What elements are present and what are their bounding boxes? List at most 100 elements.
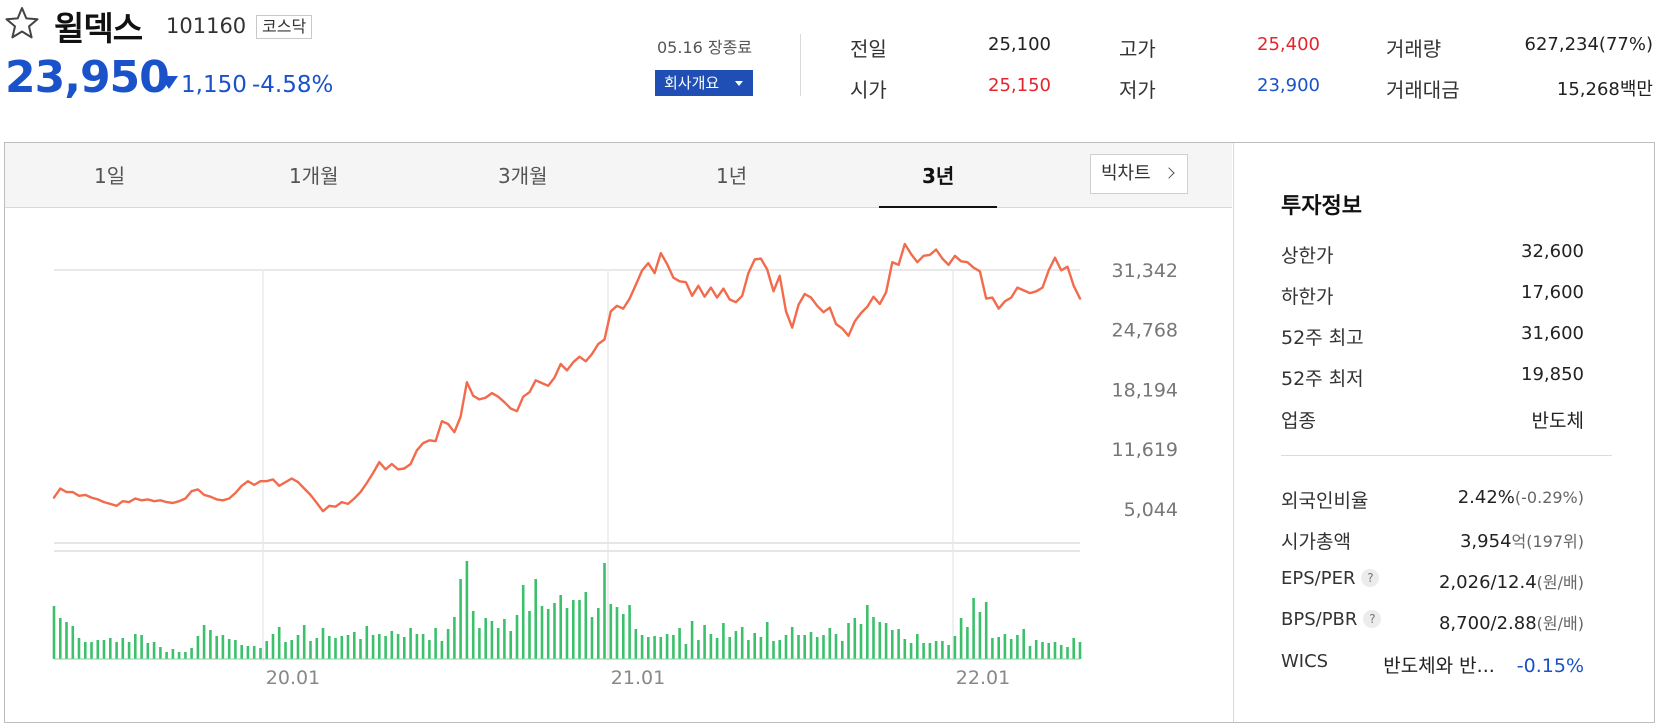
volume-bar — [966, 627, 969, 659]
price-change: 1,150 — [181, 72, 247, 98]
volume-bar — [822, 635, 825, 659]
volume-bar — [134, 634, 137, 659]
company-overview-button[interactable]: 회사개요 — [655, 70, 753, 96]
volume-bar — [346, 635, 350, 659]
volume-bar — [772, 641, 775, 659]
volume-bar — [609, 604, 613, 659]
volume-bar — [784, 635, 788, 659]
volume-bar — [659, 637, 663, 659]
tab-1d[interactable]: 1일 — [94, 164, 126, 188]
volume-bar — [947, 645, 950, 659]
volume-bar — [540, 606, 544, 659]
volume-bar — [828, 628, 832, 659]
volume-bar — [734, 631, 738, 659]
market-cap-label: 시가총액 — [1281, 531, 1351, 553]
volume-bar — [759, 637, 763, 659]
market-cap: 3,954 — [1459, 531, 1512, 552]
volume-bar — [546, 609, 550, 659]
volume-bar — [1053, 642, 1057, 659]
big-chart-button[interactable]: 빅차트 — [1090, 154, 1188, 194]
tab-1y[interactable]: 1년 — [716, 164, 748, 188]
volume-bar — [953, 636, 957, 659]
low52-label: 52주 최저 — [1281, 368, 1364, 390]
favorite-star-icon[interactable] — [4, 5, 40, 41]
volume-bar — [415, 634, 419, 659]
volume-bar — [390, 631, 394, 659]
prev-close-label: 전일 — [850, 37, 887, 61]
volume-bar — [922, 643, 925, 659]
volume-bar — [409, 628, 412, 659]
volume-bar — [603, 563, 606, 659]
volume-bar — [672, 635, 675, 659]
volume-bar — [703, 625, 706, 659]
volume-bar — [140, 635, 143, 659]
volume-bar — [90, 642, 93, 659]
volume-bar — [334, 638, 337, 659]
volume-bar — [615, 607, 619, 659]
volume-bar — [903, 639, 907, 659]
volume-bar — [202, 625, 206, 659]
volume-bar — [841, 641, 844, 659]
high52-value: 31,600 — [1521, 323, 1584, 344]
low-value: 23,900 — [1257, 75, 1320, 96]
volume-bar — [809, 632, 813, 659]
volume-bar — [184, 652, 187, 659]
tab-3m[interactable]: 3개월 — [498, 164, 548, 188]
low52-value: 19,850 — [1521, 364, 1584, 385]
volume-bar — [159, 647, 162, 659]
tab-3y[interactable]: 3년 — [922, 164, 955, 188]
volume-bar — [684, 644, 688, 659]
y-tick-label: 24,768 — [1112, 320, 1178, 342]
volume-bar — [728, 637, 731, 659]
volume-bar — [572, 600, 575, 659]
volume-bar — [628, 605, 631, 659]
bps-pbr-value: 8,700/2.88(원/배) — [1439, 610, 1584, 634]
wics-industry[interactable]: 반도체와 반... — [1383, 655, 1495, 677]
volume-bar — [559, 595, 562, 659]
volume-bar — [972, 598, 975, 659]
volume-bar — [665, 634, 669, 659]
volume-bar — [428, 640, 431, 659]
volume-bar — [1003, 634, 1007, 659]
volume-bar — [1022, 629, 1025, 659]
market-cap-value: 3,954억(197위) — [1460, 528, 1584, 552]
volume-label: 거래량 — [1386, 37, 1442, 61]
volume-bar — [653, 636, 656, 659]
volume-bar — [916, 634, 919, 659]
volume-bar — [934, 641, 938, 659]
stock-name: 윌덱스 — [54, 9, 143, 48]
tab-1m[interactable]: 1개월 — [289, 164, 339, 188]
volume-bar — [578, 600, 581, 659]
prev-close-value: 25,100 — [988, 34, 1051, 55]
volume-bar — [421, 634, 425, 659]
volume-bar — [146, 643, 150, 659]
volume-bar — [471, 611, 475, 659]
volume-bar — [309, 641, 312, 659]
volume-bar — [465, 561, 469, 659]
open-label: 시가 — [850, 78, 887, 102]
panel-separator — [1281, 455, 1612, 456]
volume-bar — [59, 618, 62, 659]
volume-bar — [790, 627, 794, 659]
volume-bar — [302, 625, 306, 659]
volume-bar — [997, 637, 1000, 659]
volume-bar — [634, 629, 638, 659]
volume-bar — [440, 641, 444, 659]
help-icon[interactable]: ? — [1361, 569, 1380, 587]
volume-bar — [109, 638, 112, 659]
volume-bar — [396, 634, 400, 659]
session-status: 05.16 장종료 — [657, 38, 753, 57]
volume-bar — [1047, 643, 1050, 659]
sector-value: 반도체 — [1531, 410, 1584, 432]
upper-limit-label: 상한가 — [1281, 245, 1334, 267]
header-divider — [800, 34, 801, 96]
open-value: 25,150 — [988, 75, 1051, 96]
volume-value: 627,234(77%) — [1524, 34, 1654, 55]
y-tick-label: 5,044 — [1124, 499, 1178, 521]
wics-label: WICS — [1281, 651, 1329, 672]
volume-bar — [722, 623, 725, 659]
volume-bar — [446, 629, 450, 659]
low-label: 저가 — [1119, 78, 1156, 102]
eps-per-label-row: EPS/PER? — [1281, 568, 1380, 589]
help-icon[interactable]: ? — [1363, 610, 1382, 628]
